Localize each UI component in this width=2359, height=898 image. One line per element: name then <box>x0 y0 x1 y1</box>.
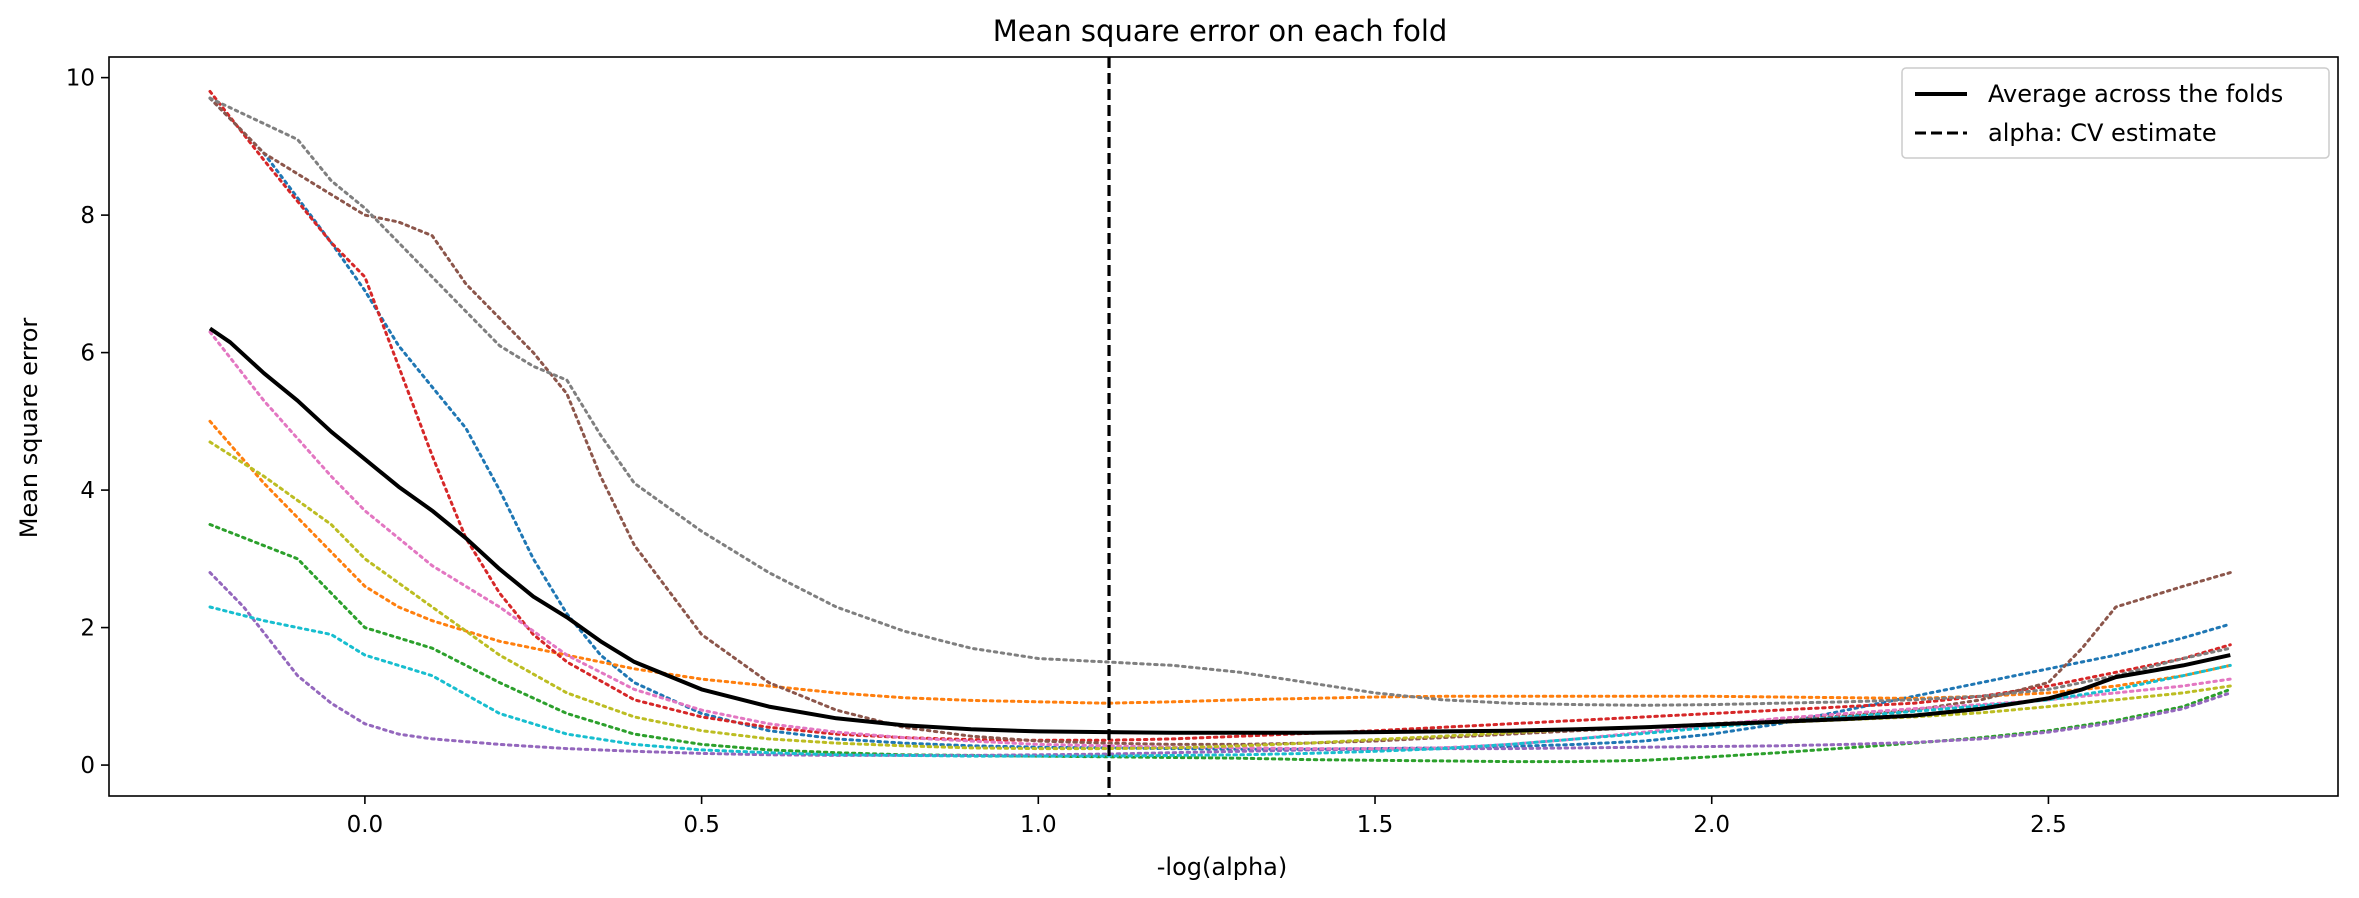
series-layer <box>208 89 2232 764</box>
y-tick-label: 10 <box>66 66 95 92</box>
chart-title: Mean square error on each fold <box>993 14 1448 48</box>
legend-box <box>1901 67 2330 159</box>
x-axis: 0.0 0.5 1.0 1.5 2.0 2.5 <box>347 796 2067 838</box>
y-axis: 0 2 4 6 8 10 <box>66 66 109 779</box>
fold-line-8 <box>208 96 2232 707</box>
x-tick-label: 1.0 <box>1020 812 1057 838</box>
fold-line-4 <box>208 89 2232 742</box>
fold-line-5 <box>208 571 2232 757</box>
fold-line-10 <box>208 605 2232 758</box>
x-tick-label: 2.5 <box>2030 812 2067 838</box>
fold-line-2 <box>208 419 2232 705</box>
legend-label-average: Average across the folds <box>1988 80 2283 108</box>
fold-line-1 <box>208 96 2232 751</box>
average-line <box>208 326 2231 735</box>
x-axis-label: -log(alpha) <box>1157 853 1288 881</box>
y-tick-label: 6 <box>80 341 95 367</box>
x-tick-label: 2.0 <box>1693 812 1730 838</box>
y-axis-label: Mean square error <box>15 318 43 539</box>
fold-line-3 <box>208 523 2232 764</box>
legend-label-cv-estimate: alpha: CV estimate <box>1988 119 2217 147</box>
y-tick-label: 8 <box>80 203 95 229</box>
x-tick-label: 0.5 <box>683 812 720 838</box>
x-tick-label: 0.0 <box>347 812 384 838</box>
y-tick-label: 2 <box>80 616 95 642</box>
legend: Average across the folds alpha: CV estim… <box>1901 67 2330 159</box>
y-tick-label: 4 <box>80 478 95 504</box>
x-tick-label: 1.5 <box>1357 812 1394 838</box>
plot-frame <box>108 56 2339 797</box>
y-tick-label: 0 <box>80 753 95 779</box>
